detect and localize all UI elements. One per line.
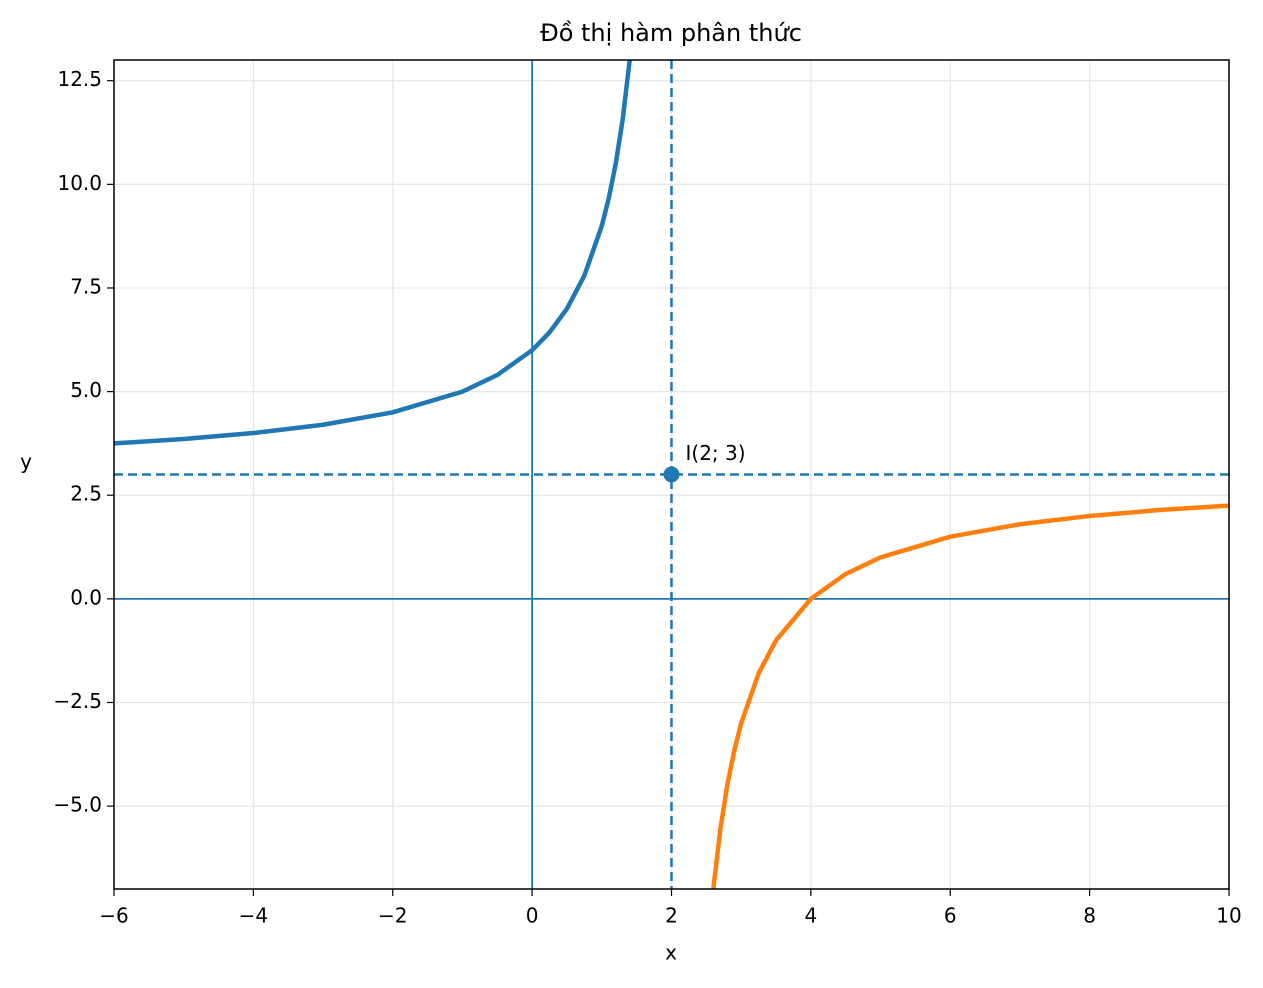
center-point: [663, 466, 680, 483]
chart-title: Đồ thị hàm phân thức: [540, 19, 802, 47]
curve: [711, 503, 1229, 889]
y-tick-label: −5.0: [53, 793, 102, 817]
x-tick-label: 8: [1083, 904, 1096, 928]
y-tick-label: 12.5: [57, 67, 102, 91]
axes: −6 −4 −2 0 2 4 6 8 10 −5.0 −2.5 0.0 2.5 5.0 7.5 10.0 12.…: [53, 67, 1241, 927]
x-tick-label: 6: [944, 904, 957, 928]
x-axis-label: x: [665, 941, 677, 965]
y-tick-label: −2.5: [53, 689, 102, 713]
y-tick-label: 10.0: [57, 171, 102, 195]
x-tick-label: −2: [378, 904, 407, 928]
x-tick-label: −4: [239, 904, 268, 928]
x-tick-label: 0: [526, 904, 539, 928]
y-axis-label: y: [20, 450, 32, 474]
y-tick-label: 7.5: [70, 274, 102, 298]
y-tick-label: 5.0: [70, 378, 102, 402]
y-tick-label: 2.5: [70, 482, 102, 506]
curve: [114, 60, 632, 446]
y-tick-label: 0.0: [70, 585, 102, 609]
x-tick-label: 2: [665, 904, 678, 928]
plot-area: [114, 60, 1229, 889]
x-tick-label: −6: [99, 904, 128, 928]
x-tick-label: 4: [805, 904, 818, 928]
x-tick-label: 10: [1216, 904, 1241, 928]
point-label: I(2; 3): [686, 441, 746, 465]
